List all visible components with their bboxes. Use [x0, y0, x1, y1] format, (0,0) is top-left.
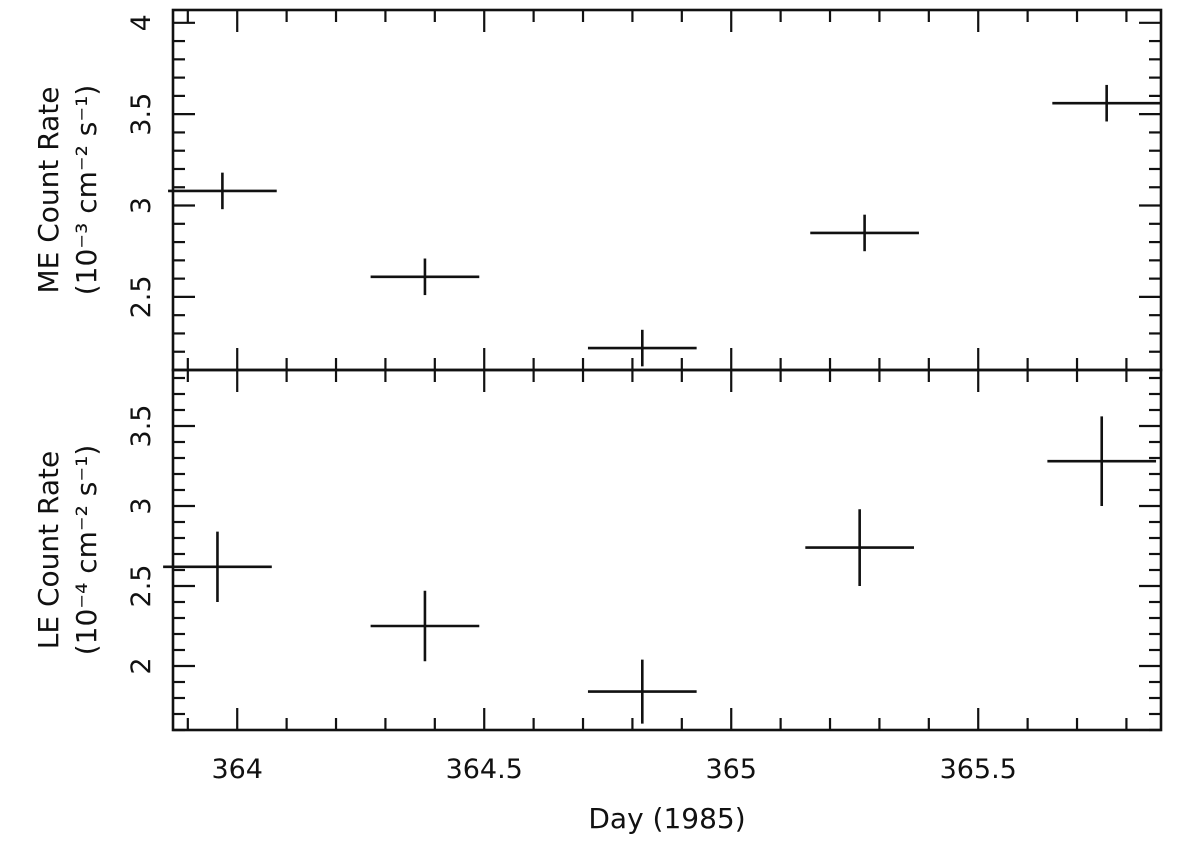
- bottom-data-point: [370, 590, 480, 662]
- xtick-label: 365: [705, 754, 757, 785]
- top-ytick-label: 3.5: [126, 93, 157, 136]
- bottom-ytick-label: 2: [126, 657, 157, 674]
- bottom-ylabel-line1: LE Count Rate: [32, 451, 65, 649]
- top-data-point: [1052, 84, 1161, 122]
- bottom-ytick-label: 3: [126, 497, 157, 514]
- top-data-point: [168, 172, 277, 210]
- bottom-data-point: [805, 509, 914, 586]
- tick-marks: [173, 10, 1161, 732]
- tick-labels: 2.5 3 3.5 4 2 2.5 3 3.5 364 364.5 365 365.5: [126, 14, 1017, 785]
- bottom-ylabel-line2: (10⁻⁴ cm⁻² s⁻¹): [70, 445, 103, 656]
- top-data-point: [370, 258, 480, 296]
- top-ylabel-line2: (10⁻³ cm⁻² s⁻¹): [70, 85, 103, 296]
- top-ytick-label: 4: [126, 14, 157, 31]
- xtick-label: 365.5: [940, 754, 1017, 785]
- bottom-ytick-label: 2.5: [126, 565, 157, 608]
- top-panel-frame: [171, 8, 1163, 372]
- xtick-label: 364: [211, 754, 263, 785]
- top-data-point: [810, 214, 919, 252]
- bottom-panel-frame: [171, 368, 1163, 732]
- top-ytick-label: 3: [126, 197, 157, 214]
- top-data-point: [587, 329, 697, 367]
- bottom-data-point: [1047, 416, 1157, 506]
- bottom-data-point: [587, 659, 697, 724]
- x-axis-label: Day (1985): [588, 802, 745, 835]
- top-ylabel-line1: ME Count Rate: [32, 86, 65, 293]
- bottom-ytick-label: 3.5: [126, 405, 157, 448]
- data-points: [163, 84, 1161, 724]
- bottom-data-point: [163, 531, 272, 602]
- top-ytick-label: 2.5: [126, 275, 157, 318]
- xtick-label: 364.5: [446, 754, 523, 785]
